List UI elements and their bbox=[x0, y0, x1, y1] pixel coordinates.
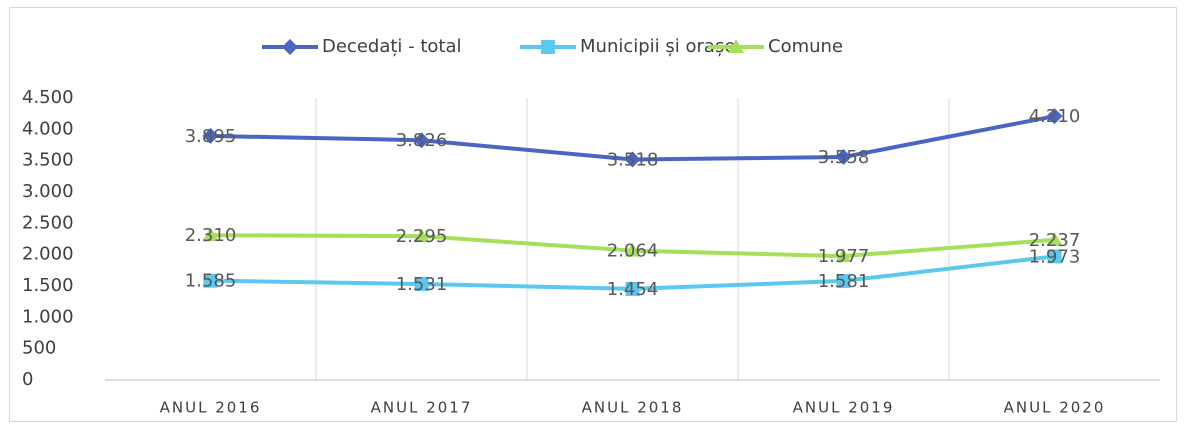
y-tick-label: 3.000 bbox=[22, 181, 74, 202]
data-label: 3.826 bbox=[396, 130, 448, 151]
data-point bbox=[413, 228, 430, 243]
legend-marker bbox=[728, 39, 744, 53]
x-tick-label: ANUL 2019 bbox=[793, 399, 895, 417]
legend-label: Municipii și orașe bbox=[580, 36, 735, 57]
data-label: 1.581 bbox=[818, 271, 870, 292]
data-label: 1.585 bbox=[185, 271, 237, 292]
y-tick-label: 3.500 bbox=[22, 150, 74, 171]
data-point bbox=[624, 242, 641, 257]
data-label: 2.310 bbox=[185, 225, 237, 246]
y-tick-label: 0 bbox=[22, 369, 33, 390]
data-label: 2.295 bbox=[396, 226, 448, 247]
data-label: 1.454 bbox=[607, 279, 659, 300]
y-tick-label: 500 bbox=[22, 338, 56, 359]
y-tick-label: 4.500 bbox=[22, 87, 74, 108]
x-tick-label: ANUL 2017 bbox=[371, 399, 473, 417]
data-label: 1.973 bbox=[1029, 246, 1081, 267]
data-label: 3.518 bbox=[607, 150, 659, 171]
data-label: 1.977 bbox=[818, 246, 870, 267]
data-point bbox=[1046, 231, 1063, 246]
data-point bbox=[1046, 108, 1063, 125]
legend-label: Comune bbox=[768, 36, 843, 57]
legend-marker bbox=[282, 39, 298, 55]
legend-marker bbox=[541, 40, 555, 54]
y-tick-label: 2.500 bbox=[22, 212, 74, 233]
data-point bbox=[835, 149, 852, 166]
data-point bbox=[414, 277, 429, 292]
legend-label: Decedați - total bbox=[322, 36, 462, 57]
data-label: 2.064 bbox=[607, 241, 659, 262]
data-label: 3.558 bbox=[818, 147, 870, 168]
y-tick-label: 2.000 bbox=[22, 244, 74, 265]
data-point bbox=[835, 248, 852, 263]
x-tick-label: ANUL 2018 bbox=[582, 399, 684, 417]
data-point bbox=[202, 227, 219, 242]
data-label: 2.237 bbox=[1029, 230, 1081, 251]
chart-border bbox=[9, 7, 1177, 422]
data-point bbox=[202, 127, 219, 144]
data-label: 4.210 bbox=[1029, 106, 1081, 127]
data-point bbox=[413, 132, 430, 149]
y-tick-label: 1.000 bbox=[22, 306, 74, 327]
data-label: 1.531 bbox=[396, 274, 448, 295]
data-label: 3.895 bbox=[185, 126, 237, 147]
y-tick-label: 1.500 bbox=[22, 275, 74, 296]
x-tick-label: ANUL 2016 bbox=[160, 399, 262, 417]
data-point bbox=[1047, 249, 1062, 264]
data-point bbox=[625, 281, 640, 296]
data-point bbox=[836, 273, 851, 288]
data-point bbox=[624, 151, 641, 168]
data-point bbox=[203, 273, 218, 288]
y-tick-label: 4.000 bbox=[22, 118, 74, 139]
x-tick-label: ANUL 2020 bbox=[1004, 399, 1106, 417]
